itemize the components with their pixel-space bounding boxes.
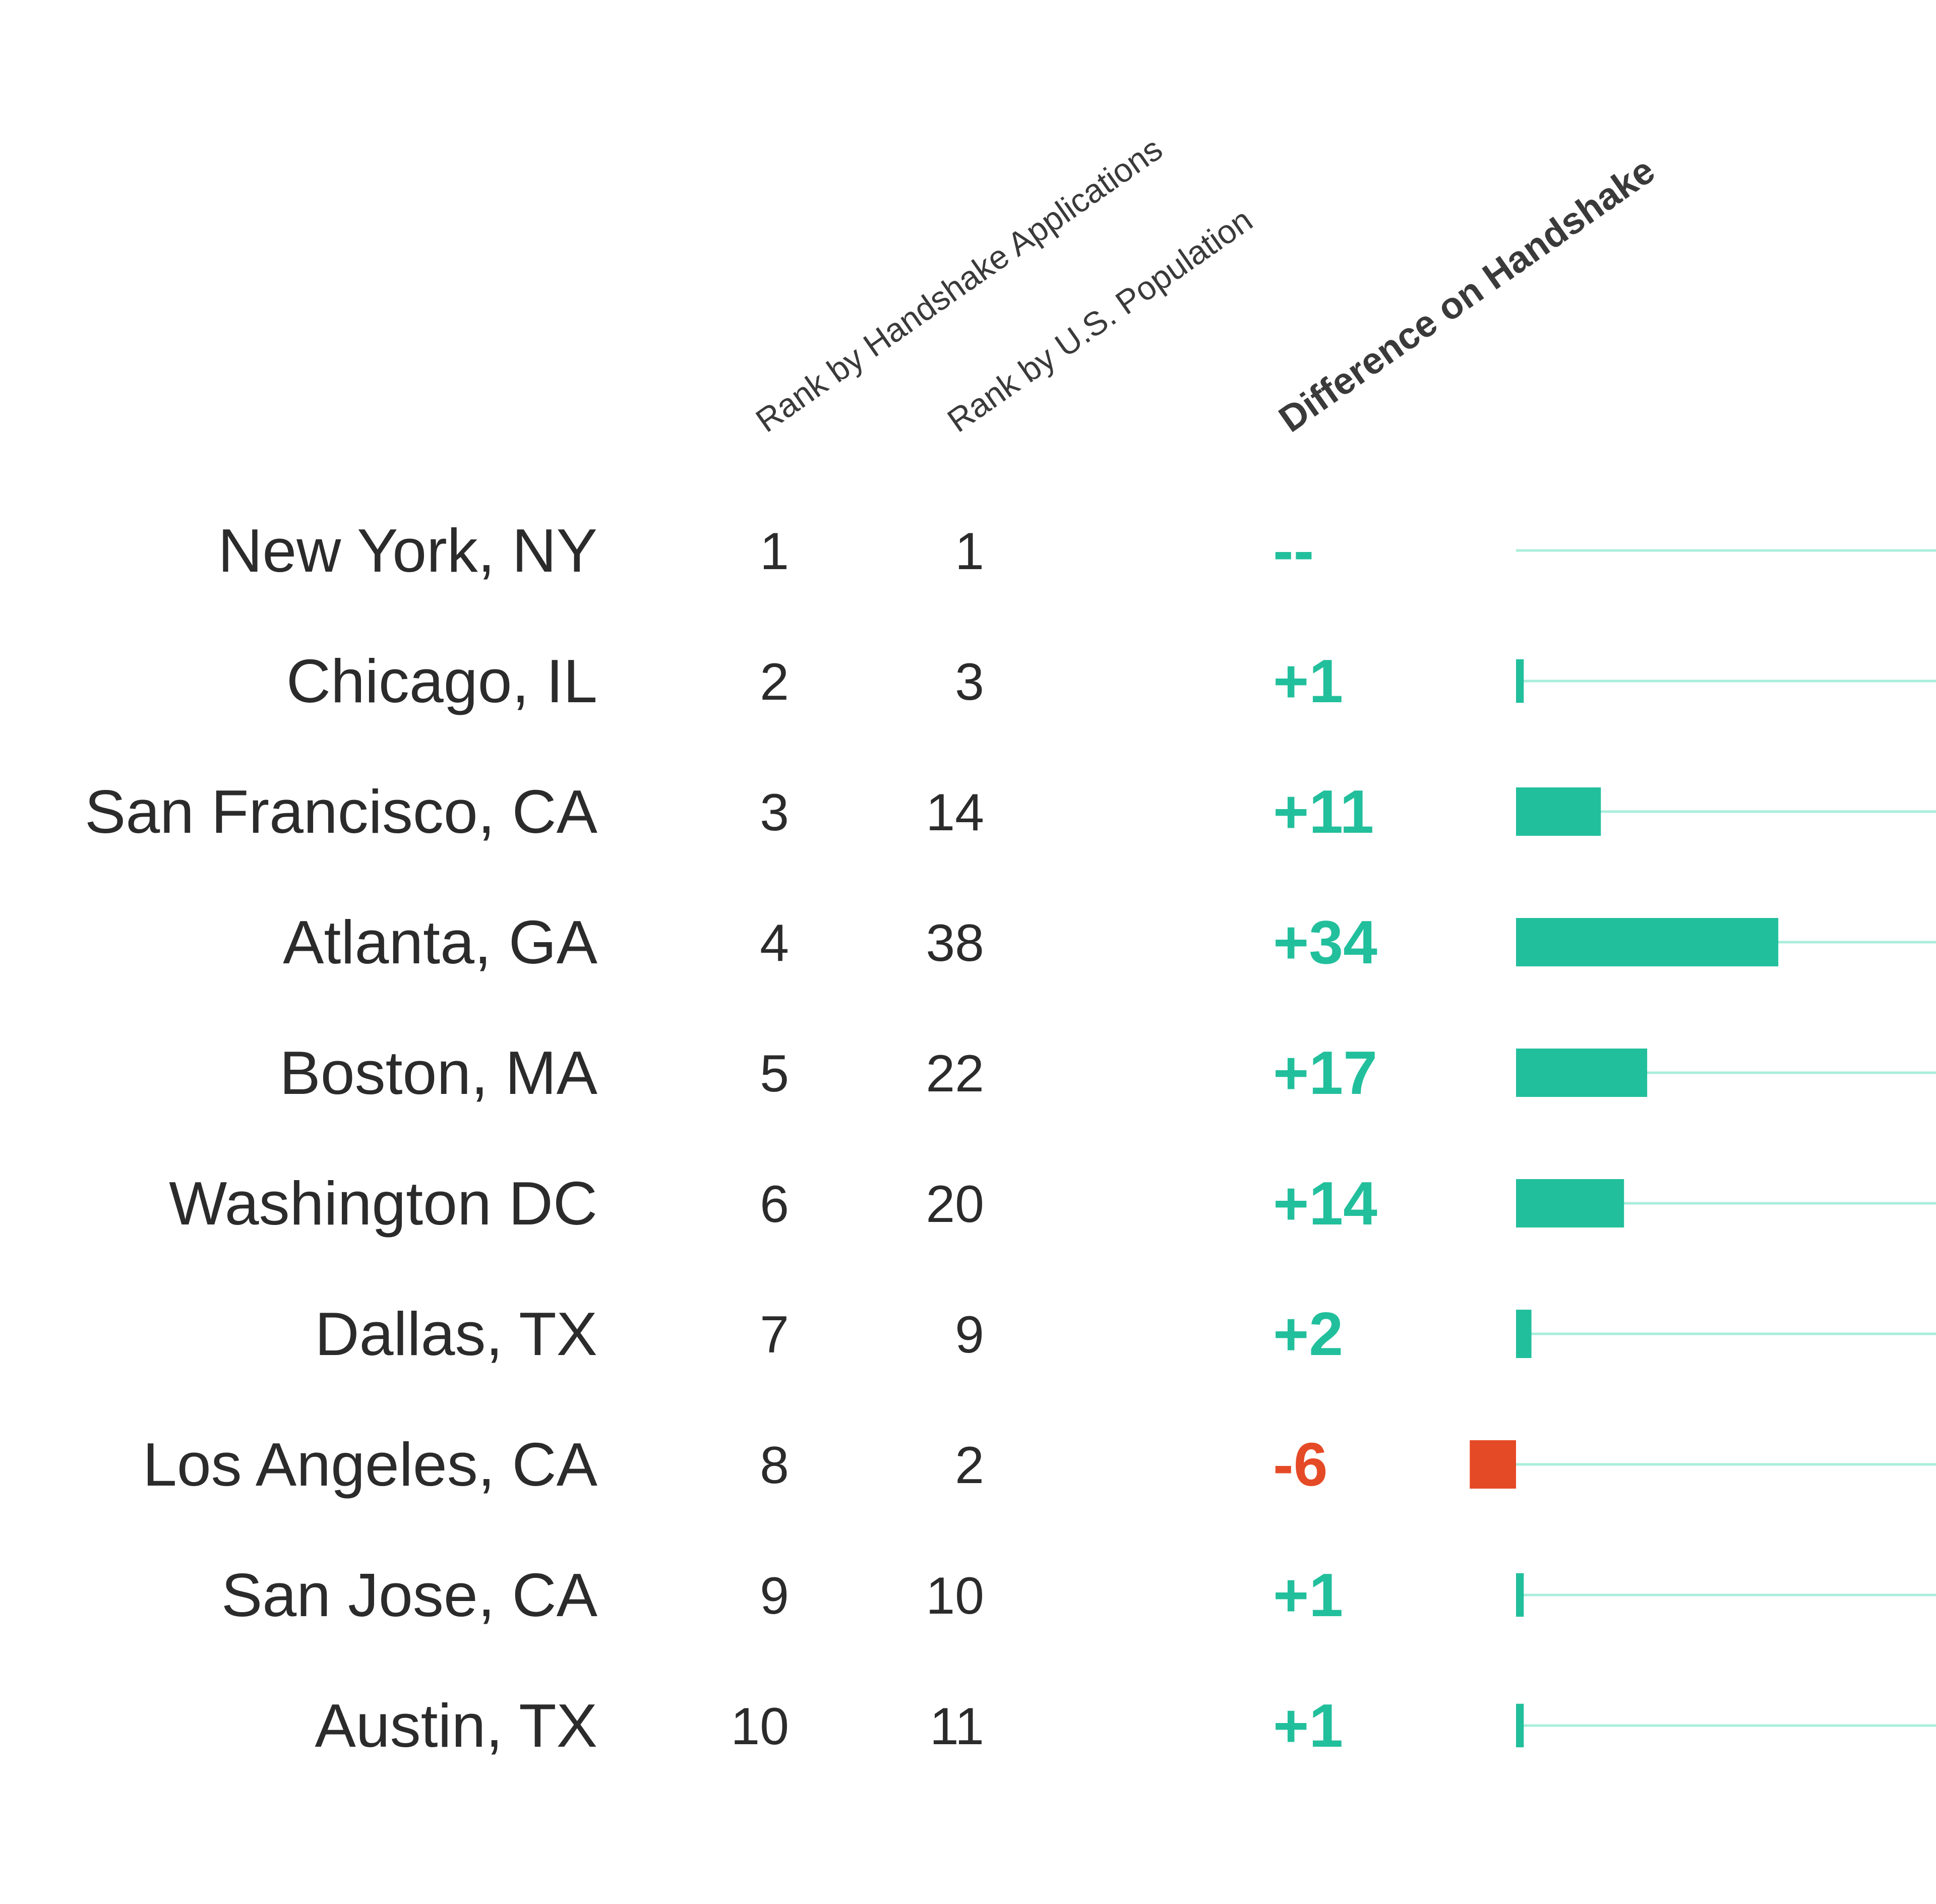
baseline-line — [1516, 1333, 1936, 1335]
handshake-rank-value: 8 — [760, 1436, 789, 1495]
difference-value: +14 — [1273, 1169, 1377, 1238]
difference-bar — [1516, 918, 1778, 966]
population-rank-value: 10 — [926, 1567, 984, 1625]
baseline-line — [1516, 1594, 1936, 1596]
difference-bar — [1516, 659, 1524, 703]
population-rank-value: 20 — [926, 1175, 984, 1234]
table-row: Austin, TX 10 11 +1 — [315, 1691, 1936, 1760]
baseline-line — [1516, 680, 1936, 683]
handshake-rank-value: 7 — [760, 1306, 789, 1364]
city-label: Chicago, IL — [286, 647, 597, 715]
handshake-rank-value: 2 — [760, 653, 789, 711]
difference-bar — [1516, 1049, 1647, 1097]
baseline-line — [1516, 549, 1936, 552]
baseline-line — [1516, 1725, 1936, 1727]
city-label: Austin, TX — [315, 1691, 597, 1760]
population-rank-value: 1 — [955, 522, 984, 581]
baseline-line — [1516, 1463, 1936, 1466]
header-rank-by-handshake-applications: Rank by Handshake Applications — [749, 130, 1169, 439]
city-label: Dallas, TX — [315, 1300, 598, 1368]
difference-value: +1 — [1273, 647, 1343, 715]
population-rank-value: 38 — [926, 914, 984, 972]
difference-value: +2 — [1273, 1300, 1343, 1368]
handshake-rank-value: 3 — [760, 783, 789, 842]
handshake-rank-value: 5 — [760, 1045, 789, 1103]
table-row: Los Angeles, CA 8 2 -6 — [143, 1430, 1936, 1499]
difference-bar — [1516, 1704, 1524, 1747]
difference-value: +17 — [1273, 1038, 1377, 1107]
difference-bar — [1516, 1310, 1532, 1358]
city-label: Washington DC — [169, 1169, 597, 1238]
table-row: Chicago, IL 2 3 +1 — [286, 647, 1936, 715]
handshake-rank-value: 4 — [760, 914, 789, 972]
difference-value: +34 — [1273, 908, 1377, 976]
population-rank-value: 9 — [955, 1306, 984, 1364]
city-label: San Jose, CA — [221, 1561, 598, 1629]
table-row: Washington DC 6 20 +14 — [169, 1169, 1936, 1238]
city-label: New York, NY — [218, 516, 597, 585]
difference-value: -- — [1273, 516, 1314, 585]
difference-bar — [1516, 787, 1601, 836]
difference-bar — [1516, 1573, 1524, 1617]
header-difference-on-handshake: Difference on Handshake — [1272, 149, 1662, 440]
handshake-rank-value: 10 — [731, 1697, 789, 1756]
table-row: New York, NY 1 1 -- — [218, 516, 1936, 585]
population-rank-value: 3 — [955, 653, 984, 711]
difference-value: +1 — [1273, 1561, 1343, 1629]
table-row: Dallas, TX 7 9 +2 — [315, 1300, 1936, 1368]
city-label: San Francisco, CA — [85, 777, 598, 846]
city-label: Boston, MA — [279, 1038, 597, 1107]
city-label: Los Angeles, CA — [143, 1430, 598, 1499]
table-row: Boston, MA 5 22 +17 — [279, 1038, 1936, 1107]
difference-value: +11 — [1273, 777, 1374, 846]
table-row: San Jose, CA 9 10 +1 — [221, 1561, 1936, 1629]
column-headers: Rank by Handshake Applications Rank by U… — [749, 130, 1662, 440]
header-rank-by-us-population: Rank by U.S. Population — [941, 201, 1259, 439]
table-row: San Francisco, CA 3 14 +11 — [85, 777, 1936, 846]
population-rank-value: 2 — [955, 1436, 984, 1495]
population-rank-value: 11 — [930, 1697, 984, 1756]
handshake-rank-value: 6 — [760, 1175, 789, 1234]
difference-bar — [1470, 1440, 1516, 1489]
handshake-rank-value: 9 — [760, 1567, 789, 1625]
city-label: Atlanta, GA — [283, 908, 598, 976]
population-rank-value: 22 — [926, 1045, 984, 1103]
difference-value: +1 — [1273, 1691, 1343, 1760]
difference-bar — [1516, 1179, 1624, 1227]
table-row: Atlanta, GA 4 38 +34 — [283, 908, 1936, 976]
difference-value: -6 — [1273, 1430, 1327, 1499]
population-rank-value: 14 — [926, 783, 984, 842]
handshake-rank-value: 1 — [760, 522, 789, 581]
